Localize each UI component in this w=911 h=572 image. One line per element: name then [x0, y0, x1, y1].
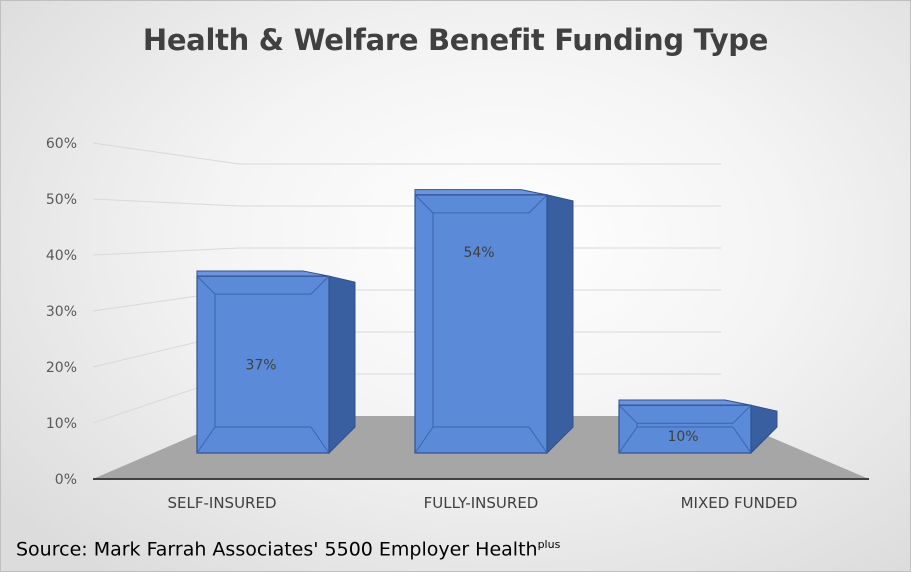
bar-top-face — [618, 399, 752, 406]
bar-mixed-funded — [618, 399, 778, 455]
bar-front-face — [196, 275, 330, 454]
data-label: 54% — [463, 245, 494, 261]
bar-top-face — [196, 270, 330, 277]
chart-title: Health & Welfare Benefit Funding Type — [142, 23, 769, 57]
gridline — [92, 198, 721, 207]
x-category-label: FULLY-INSURED — [424, 494, 539, 512]
bar-edge — [618, 404, 638, 424]
bar-edge — [414, 194, 434, 214]
bar-edge — [528, 194, 548, 214]
gridline — [92, 142, 721, 165]
bar-edge — [732, 404, 752, 424]
y-tick-label: 60% — [46, 136, 77, 152]
bar-edge — [196, 426, 216, 454]
source-superscript: plus — [537, 538, 561, 551]
bar-side-face — [328, 275, 356, 455]
gridline — [92, 331, 721, 368]
x-category-label: MIXED FUNDED — [681, 494, 798, 512]
y-tick-label: 20% — [46, 360, 77, 376]
y-tick-label: 40% — [46, 248, 77, 264]
gridline — [92, 289, 721, 312]
bar-edge — [196, 275, 216, 295]
source-text: Source: Mark Farrah Associates' 5500 Emp… — [16, 538, 538, 561]
bar-self-insured — [196, 270, 356, 455]
bar-edge — [732, 426, 752, 454]
data-label: 10% — [667, 429, 698, 445]
bar-edge — [310, 275, 330, 295]
bar-front-face — [618, 404, 752, 454]
y-tick-label: 50% — [46, 192, 77, 208]
source-note: Source: Mark Farrah Associates' 5500 Emp… — [16, 538, 560, 560]
bar-top-face — [414, 189, 548, 196]
bar-edge — [414, 426, 434, 454]
gridline — [92, 247, 721, 256]
bar-edge — [528, 426, 548, 454]
y-tick-label: 10% — [46, 416, 77, 432]
bar-fully-insured — [414, 189, 574, 455]
bar-edge — [618, 426, 638, 454]
y-tick-label: 0% — [55, 472, 77, 488]
data-label: 37% — [245, 358, 276, 374]
bar-front-face — [414, 194, 548, 454]
bar-side-face — [546, 194, 574, 455]
bar-edge — [310, 426, 330, 454]
y-tick-label: 30% — [46, 304, 77, 320]
x-category-label: SELF-INSURED — [168, 494, 277, 512]
